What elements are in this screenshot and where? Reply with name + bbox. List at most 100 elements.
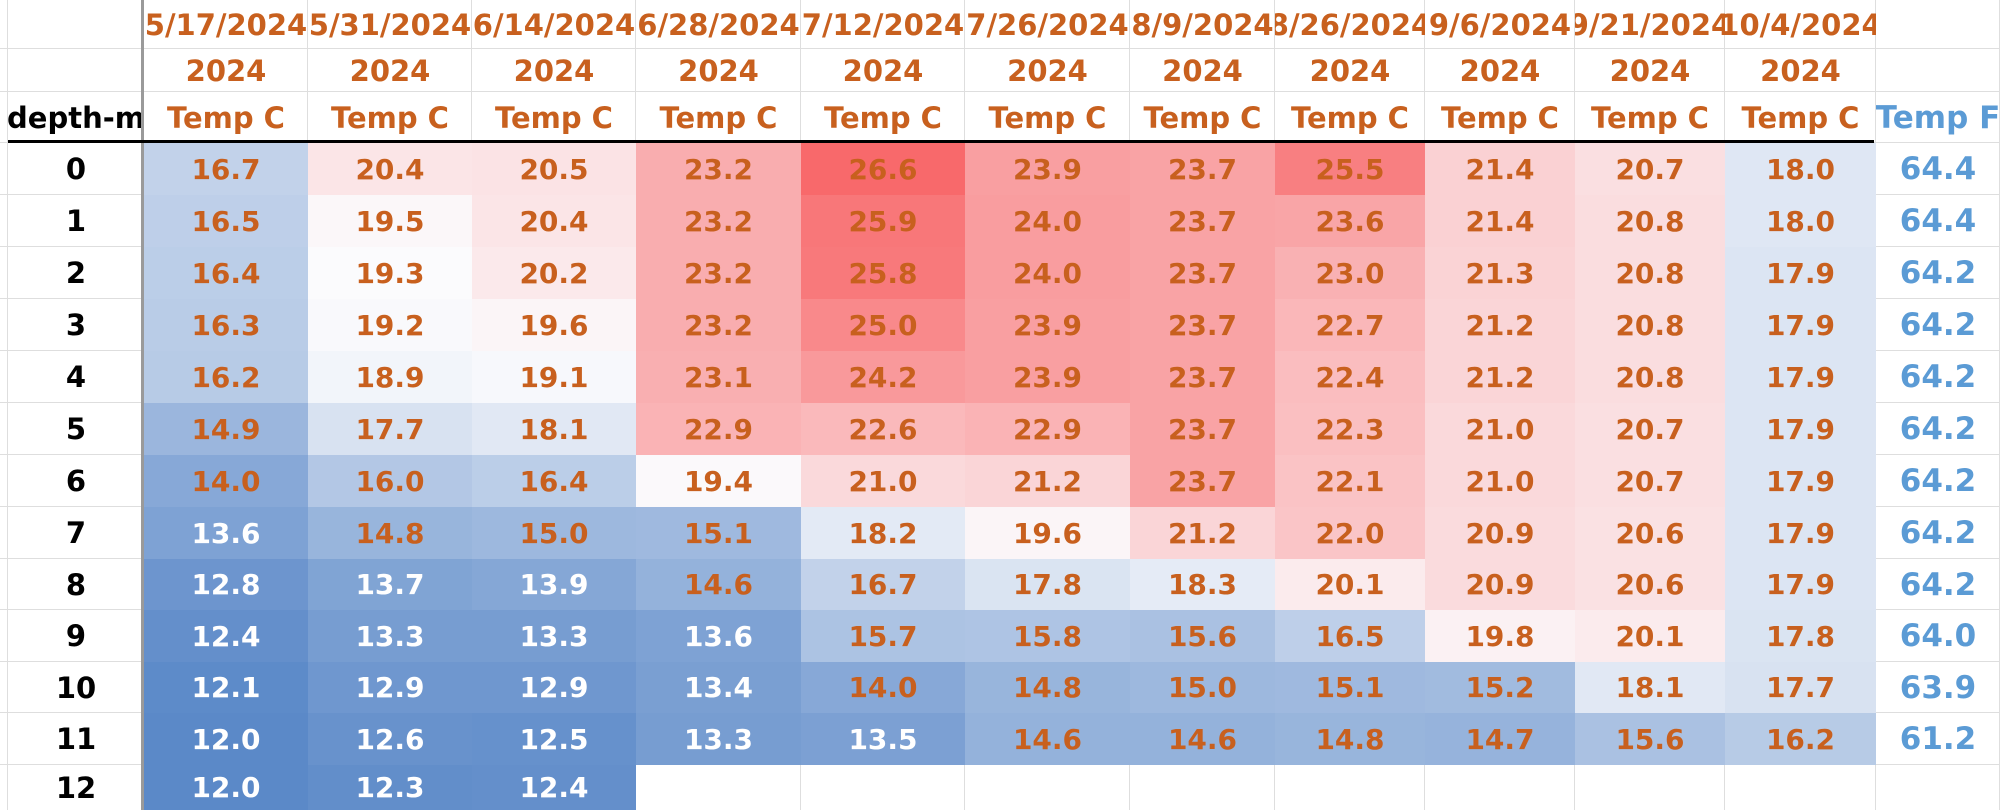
data-cell[interactable]: 17.8: [965, 559, 1130, 610]
data-cell[interactable]: 23.7: [1130, 195, 1275, 247]
data-cell[interactable]: 21.3: [1425, 247, 1575, 299]
data-cell[interactable]: 20.2: [472, 247, 636, 299]
data-cell[interactable]: 13.9: [472, 559, 636, 610]
data-cell[interactable]: 18.1: [472, 403, 636, 455]
data-cell[interactable]: 19.8: [1425, 610, 1575, 662]
data-cell[interactable]: 20.9: [1425, 559, 1575, 610]
data-cell[interactable]: 15.2: [1425, 662, 1575, 713]
year-header[interactable]: 2024: [1162, 53, 1243, 88]
depth-label[interactable]: 0: [65, 152, 87, 186]
data-cell[interactable]: 23.7: [1130, 299, 1275, 351]
data-cell[interactable]: 14.7: [1425, 713, 1575, 765]
data-cell[interactable]: 16.5: [1275, 610, 1425, 662]
depth-header[interactable]: depth-m: [8, 100, 144, 135]
data-cell[interactable]: 22.3: [1275, 403, 1425, 455]
data-cell[interactable]: 19.1: [472, 351, 636, 403]
data-cell[interactable]: 18.3: [1130, 559, 1275, 610]
data-cell[interactable]: 14.8: [308, 507, 472, 559]
data-cell[interactable]: 20.8: [1575, 195, 1725, 247]
data-cell[interactable]: 23.2: [636, 195, 801, 247]
depth-label[interactable]: 3: [65, 308, 87, 342]
depth-label[interactable]: 1: [65, 204, 87, 238]
data-cell[interactable]: 14.9: [144, 403, 308, 455]
depth-label[interactable]: 5: [65, 412, 87, 446]
data-cell[interactable]: 15.8: [965, 610, 1130, 662]
data-cell[interactable]: 16.4: [472, 455, 636, 507]
data-cell[interactable]: 12.1: [144, 662, 308, 713]
data-cell[interactable]: 21.4: [1425, 195, 1575, 247]
data-cell[interactable]: 20.7: [1575, 143, 1725, 195]
data-cell[interactable]: 20.4: [308, 143, 472, 195]
data-cell[interactable]: 23.9: [965, 351, 1130, 403]
data-cell[interactable]: 17.9: [1725, 299, 1876, 351]
data-cell[interactable]: 22.6: [801, 403, 965, 455]
data-cell[interactable]: 23.2: [636, 247, 801, 299]
data-cell[interactable]: 12.3: [308, 765, 472, 810]
data-cell[interactable]: 23.2: [636, 143, 801, 195]
date-header[interactable]: 5/17/2024: [144, 7, 308, 42]
depth-label[interactable]: 9: [65, 619, 87, 653]
data-cell[interactable]: 18.0: [1725, 195, 1876, 247]
data-cell[interactable]: 19.3: [308, 247, 472, 299]
temp-f-value[interactable]: 64.2: [1899, 255, 1977, 291]
unit-header[interactable]: Temp C: [988, 100, 1107, 135]
data-cell[interactable]: 25.5: [1275, 143, 1425, 195]
depth-label[interactable]: 4: [65, 360, 87, 394]
data-cell[interactable]: 15.1: [1275, 662, 1425, 713]
data-cell[interactable]: 21.2: [965, 455, 1130, 507]
data-cell[interactable]: 21.4: [1425, 143, 1575, 195]
data-cell[interactable]: 16.7: [144, 143, 308, 195]
year-header[interactable]: 2024: [1309, 53, 1391, 88]
data-cell[interactable]: 12.0: [144, 765, 308, 810]
data-cell[interactable]: 23.2: [636, 299, 801, 351]
data-cell[interactable]: 20.8: [1575, 351, 1725, 403]
data-cell[interactable]: 20.4: [472, 195, 636, 247]
date-header[interactable]: 8/26/2024: [1275, 7, 1425, 42]
data-cell[interactable]: 17.9: [1725, 351, 1876, 403]
year-header[interactable]: 2024: [513, 53, 595, 88]
data-cell[interactable]: 17.9: [1725, 247, 1876, 299]
data-cell[interactable]: 14.0: [801, 662, 965, 713]
data-cell[interactable]: 15.0: [472, 507, 636, 559]
data-cell[interactable]: 20.8: [1575, 299, 1725, 351]
unit-header[interactable]: Temp C: [167, 100, 285, 135]
data-cell[interactable]: 21.2: [1425, 299, 1575, 351]
depth-label[interactable]: 8: [65, 567, 87, 602]
data-cell[interactable]: 23.7: [1130, 351, 1275, 403]
data-cell[interactable]: 18.0: [1725, 143, 1876, 195]
unit-header[interactable]: Temp C: [495, 100, 613, 135]
data-cell[interactable]: 15.6: [1130, 610, 1275, 662]
data-cell[interactable]: 17.7: [308, 403, 472, 455]
data-cell[interactable]: 23.9: [965, 299, 1130, 351]
data-cell[interactable]: 24.0: [965, 247, 1130, 299]
data-cell[interactable]: 14.6: [1130, 713, 1275, 765]
depth-label[interactable]: 10: [55, 670, 97, 705]
data-cell[interactable]: 18.2: [801, 507, 965, 559]
date-header[interactable]: 7/26/2024: [966, 7, 1129, 42]
data-cell[interactable]: 12.5: [472, 713, 636, 765]
data-cell[interactable]: 23.1: [636, 351, 801, 403]
data-cell[interactable]: 20.5: [472, 143, 636, 195]
data-cell[interactable]: 13.3: [472, 610, 636, 662]
data-cell[interactable]: 17.7: [1725, 662, 1876, 713]
data-cell[interactable]: 23.7: [1130, 143, 1275, 195]
data-cell[interactable]: 20.9: [1425, 507, 1575, 559]
depth-label[interactable]: 2: [65, 256, 87, 290]
data-cell[interactable]: 21.0: [801, 455, 965, 507]
data-cell[interactable]: 12.0: [144, 713, 308, 765]
data-cell[interactable]: 15.7: [801, 610, 965, 662]
data-cell[interactable]: 22.0: [1275, 507, 1425, 559]
data-cell[interactable]: 20.6: [1575, 507, 1725, 559]
data-cell[interactable]: 20.6: [1575, 559, 1725, 610]
depth-label[interactable]: 6: [65, 464, 87, 498]
unit-header[interactable]: Temp C: [1291, 100, 1409, 135]
data-cell[interactable]: 13.6: [144, 507, 308, 559]
data-cell[interactable]: 19.6: [472, 299, 636, 351]
date-header[interactable]: 5/31/2024: [308, 7, 472, 42]
unit-header[interactable]: Temp C: [1591, 100, 1709, 135]
data-cell[interactable]: 13.7: [308, 559, 472, 610]
unit-header[interactable]: Temp C: [1143, 100, 1262, 135]
temp-f-value[interactable]: 64.2: [1899, 463, 1977, 499]
data-cell[interactable]: 23.7: [1130, 403, 1275, 455]
data-cell[interactable]: 16.2: [1725, 713, 1876, 765]
